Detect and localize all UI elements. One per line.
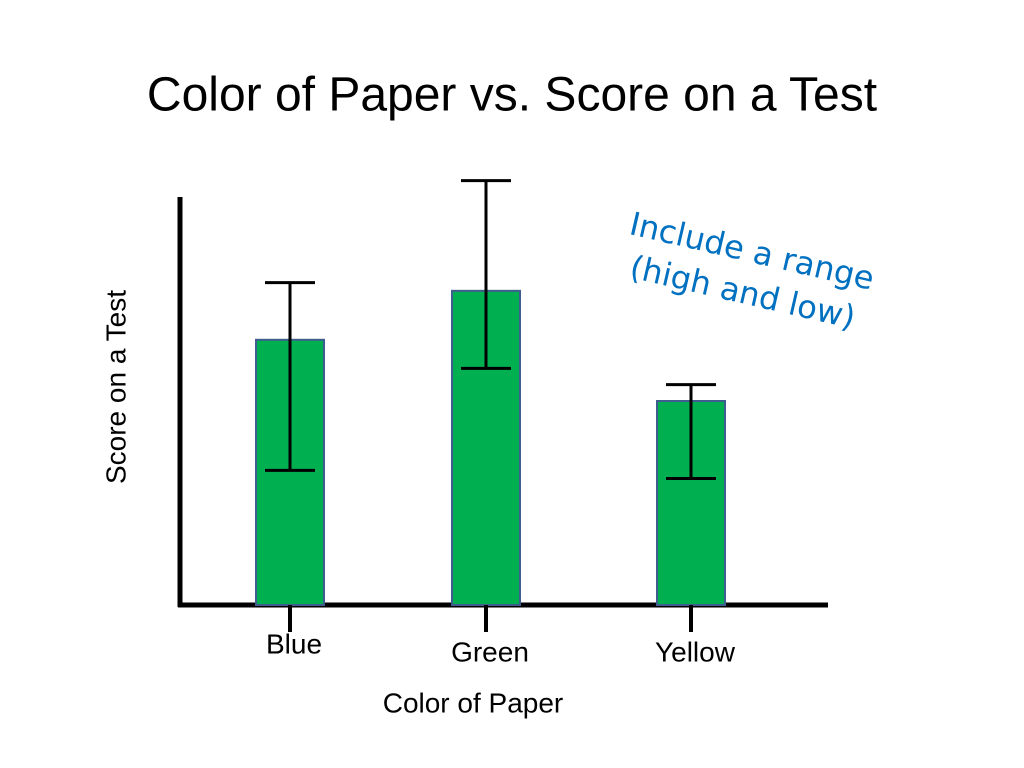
annotation: Include a range (high and low) (626, 205, 878, 337)
x-axis-label: Color of Paper (383, 687, 564, 718)
x-tick-label: Yellow (655, 636, 736, 667)
x-tick-label: Blue (266, 628, 322, 659)
x-tick-label: Green (451, 636, 529, 667)
chart-title: Color of Paper vs. Score on a Test (147, 69, 877, 122)
y-axis-label: Score on a Test (100, 290, 131, 484)
